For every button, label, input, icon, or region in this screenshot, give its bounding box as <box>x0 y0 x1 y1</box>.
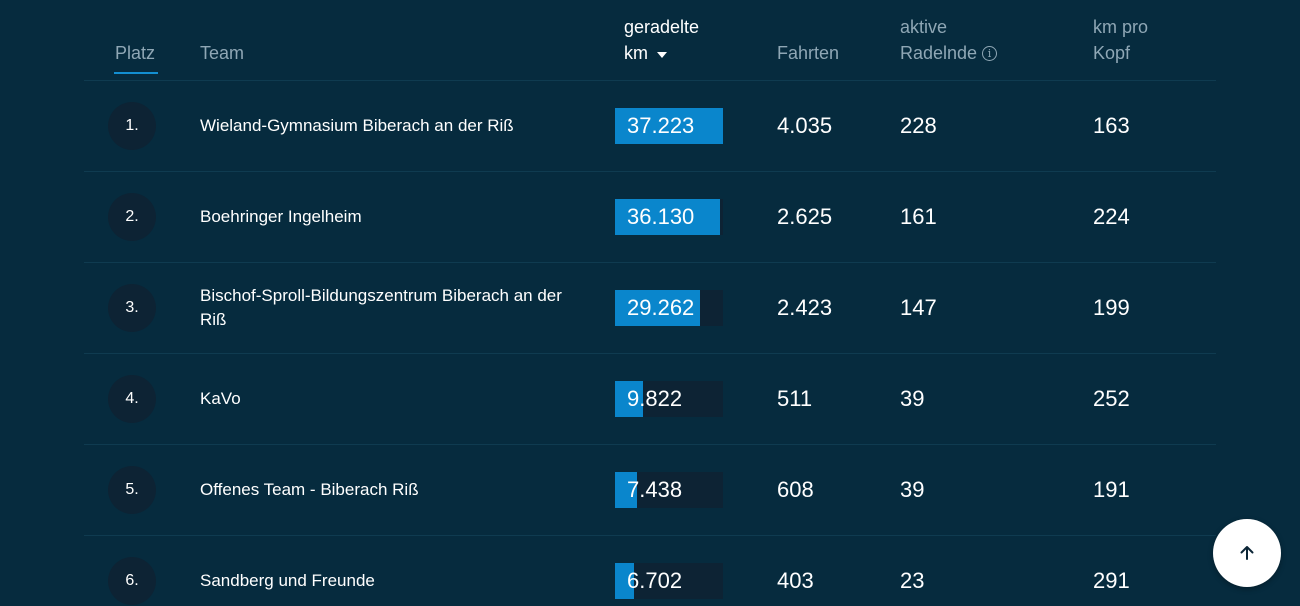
km-pro-kopf-value: 291 <box>1093 568 1130 593</box>
rank-badge: 4. <box>108 375 156 423</box>
rank-badge: 5. <box>108 466 156 514</box>
table-row[interactable]: 6. Sandberg und Freunde 6.702 403 23 291 <box>84 536 1216 606</box>
km-bar-fill <box>615 108 723 144</box>
km-bar-fill <box>615 199 720 235</box>
km-value: 29.262 <box>627 295 695 320</box>
km-value: 7.438 <box>627 477 683 502</box>
km-value: 37.223 <box>627 113 695 138</box>
aktive-radelnde-value: 161 <box>900 204 937 229</box>
column-header-km-line1: geradelte <box>624 17 700 37</box>
km-bar: 6.702 <box>615 563 723 599</box>
fahrten-value: 511 <box>777 386 813 411</box>
km-bar: 29.262 <box>615 290 723 326</box>
team-name: KaVo <box>200 389 241 408</box>
team-name: Offenes Team - Biberach Riß <box>200 480 419 499</box>
column-header-kmpro-line1: km pro <box>1093 17 1149 37</box>
fahrten-value: 2.625 <box>777 204 833 229</box>
km-bar: 36.130 <box>615 199 723 235</box>
scroll-to-top-button[interactable] <box>1213 519 1281 587</box>
table-row[interactable]: 4. KaVo 9.822 511 39 252 <box>84 354 1216 445</box>
table-header: Platz Team geradelte km Fahrten aktive R… <box>84 0 1216 81</box>
column-header-km[interactable]: geradelte km <box>624 14 714 66</box>
km-bar-fill <box>615 381 643 417</box>
fahrten-value: 608 <box>777 477 814 502</box>
km-bar: 37.223 <box>615 108 723 144</box>
km-pro-kopf-value: 191 <box>1093 477 1130 502</box>
active-sort-tab-underline <box>114 72 158 74</box>
column-header-km-pro-kopf[interactable]: km pro Kopf <box>1093 14 1183 66</box>
column-header-kmpro-line2: Kopf <box>1093 43 1131 63</box>
km-pro-kopf-value: 163 <box>1093 113 1130 138</box>
fahrten-value: 403 <box>777 568 814 593</box>
table-row[interactable]: 5. Offenes Team - Biberach Riß 7.438 608… <box>84 445 1216 536</box>
aktive-radelnde-value: 228 <box>900 113 937 138</box>
table-row[interactable]: 2. Boehringer Ingelheim 36.130 2.625 161… <box>84 172 1216 263</box>
fahrten-value: 2.423 <box>777 295 833 320</box>
rank-badge: 3. <box>108 284 156 332</box>
team-name: Wieland-Gymnasium Biberach an der Riß <box>200 116 514 135</box>
column-header-aktive-line1: aktive <box>900 17 948 37</box>
column-header-team[interactable]: Team <box>200 43 245 63</box>
aktive-radelnde-value: 147 <box>900 295 937 320</box>
km-pro-kopf-value: 199 <box>1093 295 1130 320</box>
km-bar-fill <box>615 563 634 599</box>
team-name: Boehringer Ingelheim <box>200 207 362 226</box>
arrow-up-icon <box>1240 546 1254 560</box>
column-header-aktive-line2: Radelnde <box>900 43 978 63</box>
column-header-km-line2: km <box>624 43 648 63</box>
rank-badge: 2. <box>108 193 156 241</box>
km-bar-fill <box>615 472 637 508</box>
fahrten-value: 4.035 <box>777 113 833 138</box>
km-value: 6.702 <box>627 568 683 593</box>
km-value: 36.130 <box>627 204 695 229</box>
aktive-radelnde-value: 39 <box>900 477 925 502</box>
km-bar: 7.438 <box>615 472 723 508</box>
column-header-aktive-radelnde[interactable]: aktive Radelnde i <box>900 14 1020 66</box>
rank-badge: 6. <box>108 557 156 605</box>
km-value: 9.822 <box>627 386 683 411</box>
table-row[interactable]: 1. Wieland-Gymnasium Biberach an der Riß… <box>84 81 1216 172</box>
info-icon[interactable]: i <box>982 45 998 61</box>
table-row[interactable]: 3. Bischof-Sproll-Bildungszentrum Bibera… <box>84 263 1216 354</box>
km-pro-kopf-value: 252 <box>1093 386 1130 411</box>
table-body: 1. Wieland-Gymnasium Biberach an der Riß… <box>84 81 1216 606</box>
column-header-fahrten[interactable]: Fahrten <box>777 43 840 63</box>
team-name: Sandberg und Freunde <box>200 571 375 590</box>
km-bar: 9.822 <box>615 381 723 417</box>
sort-descending-icon <box>657 52 667 58</box>
team-name: Bischof-Sproll-Bildungszentrum Biberach … <box>200 286 562 329</box>
rank-badge: 1. <box>108 102 156 150</box>
km-bar-fill <box>615 290 700 326</box>
leaderboard-table: Platz Team geradelte km Fahrten aktive R… <box>84 0 1216 606</box>
km-pro-kopf-value: 224 <box>1093 204 1130 229</box>
aktive-radelnde-value: 23 <box>900 568 925 593</box>
aktive-radelnde-value: 39 <box>900 386 925 411</box>
column-header-platz[interactable]: Platz <box>115 43 156 63</box>
